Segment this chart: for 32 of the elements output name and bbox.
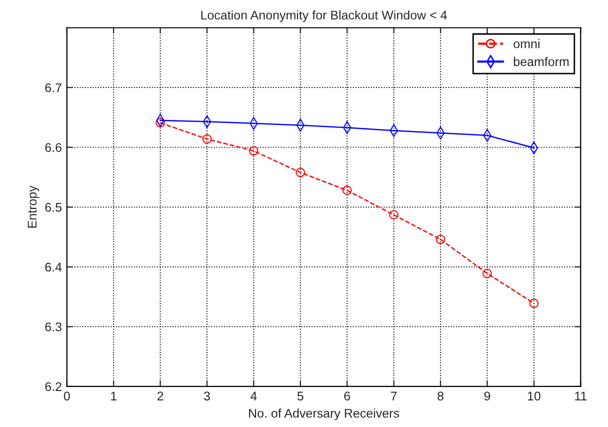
x-tick-label: 6 bbox=[344, 392, 350, 400]
x-tick-label: 11 bbox=[575, 392, 587, 400]
x-tick-label: 4 bbox=[250, 392, 257, 400]
point bbox=[436, 234, 446, 244]
x-tick-label: 3 bbox=[204, 392, 210, 400]
x-tick-label: 1 bbox=[111, 392, 116, 400]
point bbox=[156, 118, 165, 128]
point bbox=[249, 146, 258, 156]
point bbox=[482, 268, 492, 278]
y-tick-label: 6.2 bbox=[45, 382, 62, 392]
point bbox=[389, 210, 399, 220]
chart-title: Location Anonymity for Blackout Window < 4 bbox=[201, 10, 447, 22]
x-tick-label: 7 bbox=[390, 392, 397, 400]
x-tick-label: 10 bbox=[528, 392, 540, 400]
point bbox=[342, 186, 352, 196]
legend-label: beamform bbox=[514, 56, 569, 66]
y-tick-label: 6.7 bbox=[45, 83, 62, 92]
x-tick-label: 8 bbox=[438, 392, 444, 400]
x-tick-label: 9 bbox=[484, 392, 490, 400]
point bbox=[202, 134, 212, 144]
y-tick-label: 6.4 bbox=[45, 262, 62, 272]
x-tick-label: 0 bbox=[64, 392, 70, 400]
x-tick-label: 2 bbox=[157, 392, 164, 400]
y-tick-label: 6.5 bbox=[45, 202, 62, 212]
y-axis-title: Entropy bbox=[28, 186, 40, 228]
y-tick-label: 6.6 bbox=[45, 143, 62, 152]
point bbox=[529, 298, 539, 308]
x-axis-title: No. of Adversary Receivers bbox=[249, 408, 400, 420]
x-tick-label: 5 bbox=[297, 392, 304, 400]
point bbox=[296, 168, 306, 178]
legend-label: omni bbox=[514, 39, 540, 48]
y-tick-label: 6.3 bbox=[45, 322, 62, 332]
